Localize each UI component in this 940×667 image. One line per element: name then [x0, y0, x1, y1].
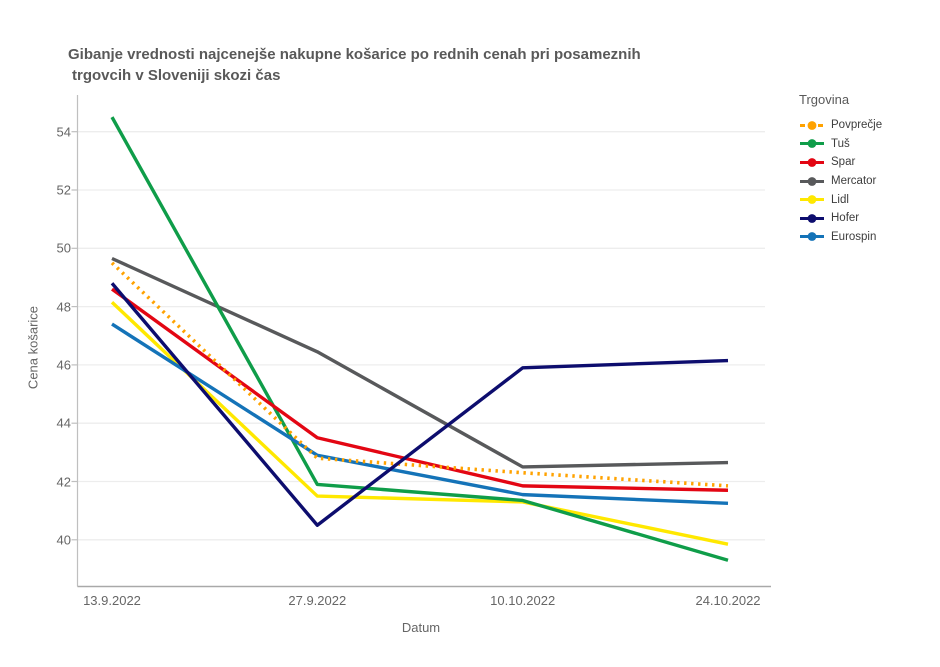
legend-label-Povprečje: Povprečje	[831, 119, 883, 132]
legend-label-Lidl: Lidl	[831, 193, 849, 206]
series-line-Povprečje	[110, 261, 729, 488]
chart-title: Gibanje vrednosti najcenejše nakupne koš…	[68, 44, 788, 86]
legend-swatch-Hofer	[800, 213, 824, 223]
legend-item-Tuš: Tuš	[799, 135, 882, 154]
x-tick-label-27.9.2022: 27.9.2022	[288, 593, 347, 608]
legend-item-Mercator: Mercator	[799, 172, 882, 191]
x-tick-label-24.10.2022: 24.10.2022	[695, 593, 761, 608]
legend-swatch-Mercator	[800, 176, 824, 186]
y-tick-label-54: 54	[56, 124, 71, 140]
legend-swatch-Tuš	[800, 139, 824, 149]
x-axis-title: Datum	[401, 620, 441, 635]
legend-swatch-Spar	[800, 158, 824, 167]
y-tick-label-42: 42	[56, 474, 71, 489]
y-tick-label-40: 40	[56, 532, 71, 548]
y-tick-label-52: 52	[56, 182, 71, 198]
chart-title-line1: Gibanje vrednosti najcenejše nakupne koš…	[68, 46, 641, 63]
legend-label-Spar: Spar	[831, 156, 856, 169]
legend-title: Trgovina	[799, 92, 850, 107]
legend-label-Hofer: Hofer	[831, 212, 860, 225]
legend-item-Lidl: Lidl	[799, 190, 882, 209]
legend-item-Povprečje: Povprečje	[799, 116, 882, 135]
series-line-Eurospin	[111, 322, 729, 506]
series-line-Mercator	[111, 256, 729, 469]
legend-item-Hofer: Hofer	[799, 209, 882, 228]
legend-swatch-Eurospin	[800, 232, 824, 242]
series-line-Tuš	[110, 116, 729, 562]
legend-item-Eurospin: Eurospin	[799, 228, 882, 247]
legend-items: Povprečje Tuš Spar Mercator Lidl Hofer Eurospi…	[799, 116, 882, 246]
y-tick-label-48: 48	[56, 299, 71, 315]
y-tick-label-44: 44	[56, 415, 71, 431]
legend-label-Eurospin: Eurospin	[831, 230, 877, 243]
x-tick-label-10.10.2022: 10.10.2022	[490, 593, 556, 608]
y-axis-title: Cena košarice	[25, 305, 41, 390]
legend-swatch-Povprečje	[800, 120, 824, 130]
y-tick-label-46: 46	[56, 357, 71, 373]
legend-swatch-Lidl	[800, 195, 824, 205]
series-line-Hofer	[110, 282, 729, 527]
legend-label-Tuš: Tuš	[831, 137, 850, 150]
chart-title-line2: trgovcih v Sloveniji skozi čas	[72, 67, 281, 84]
x-tick-label-13.9.2022: 13.9.2022	[83, 593, 141, 608]
y-tick-label-50: 50	[56, 240, 71, 256]
series-line-Lidl	[110, 300, 729, 546]
legend-item-Spar: Spar	[799, 153, 882, 172]
series-line-Spar	[111, 287, 729, 492]
chart-legend: Trgovina Povprečje Tuš Spar Mercator Lidl Hof…	[799, 92, 882, 246]
legend-label-Mercator: Mercator	[831, 175, 877, 188]
